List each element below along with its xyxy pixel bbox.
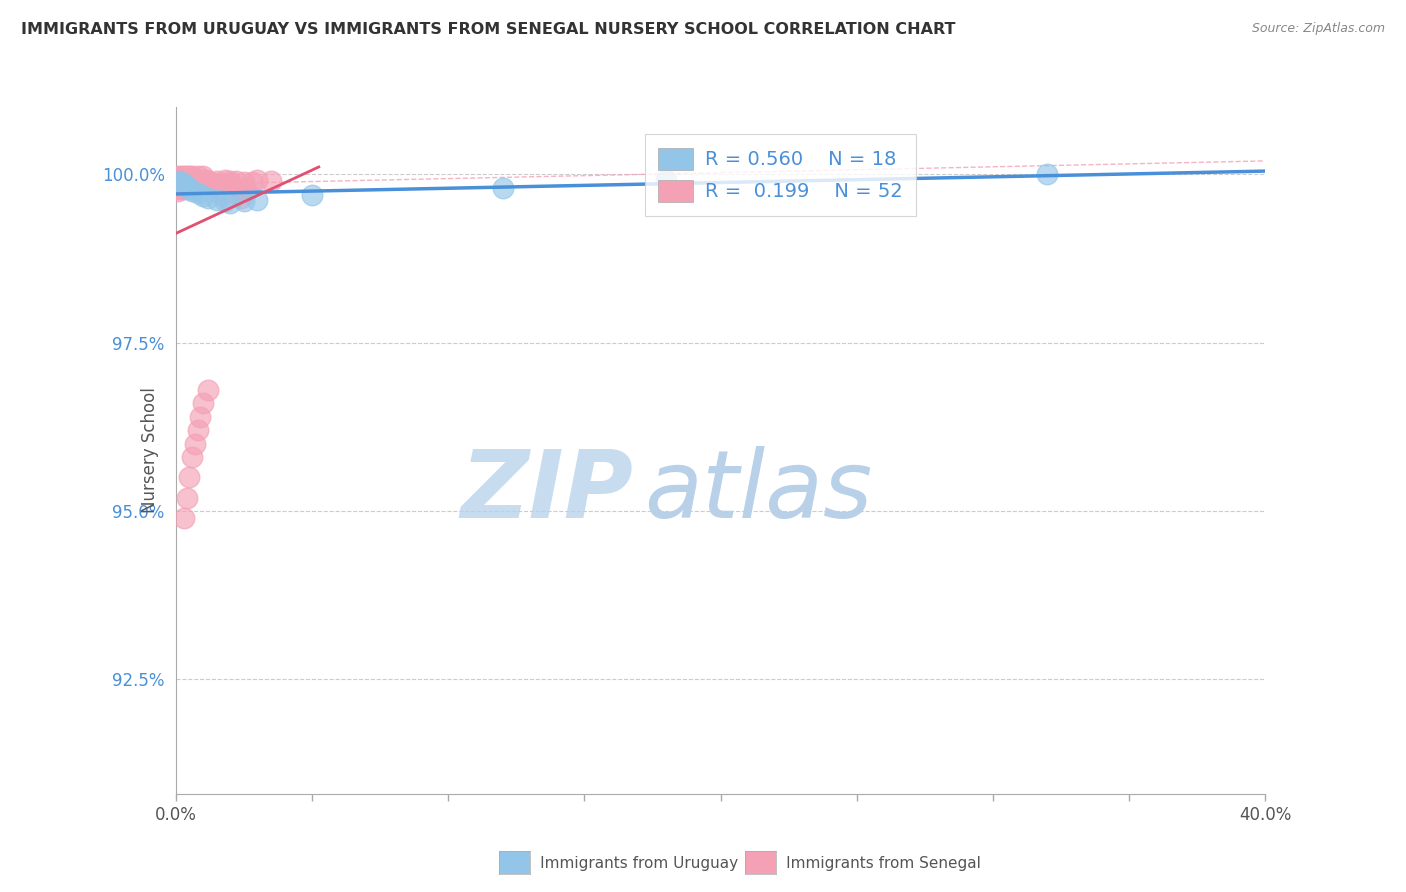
Point [173,182,195,196]
Point [235,184,257,198]
Point [167,176,190,190]
Point [208,178,231,192]
Point [202,179,225,194]
Point [167,179,190,194]
Point [176,178,198,192]
Legend: R = 0.560    N = 18, R =  0.199    N = 52: R = 0.560 N = 18, R = 0.199 N = 52 [645,134,917,216]
Point [188,176,211,190]
Point [179,178,201,192]
Point [170,178,193,192]
Point [222,179,245,194]
Text: ZIP: ZIP [461,446,633,538]
Point [170,174,193,188]
Point [179,173,201,187]
Point [181,184,204,198]
Point [246,173,269,187]
Point [219,174,242,188]
Point [231,191,253,205]
Point [167,178,190,192]
Point [214,173,236,187]
Text: IMMIGRANTS FROM URUGUAY VS IMMIGRANTS FROM SENEGAL NURSERY SCHOOL CORRELATION CH: IMMIGRANTS FROM URUGUAY VS IMMIGRANTS FR… [21,22,956,37]
Point [167,174,190,188]
Point [219,195,242,210]
Point [214,194,236,209]
Point [170,169,193,183]
Point [184,173,207,187]
Point [179,182,201,196]
Point [492,181,515,195]
Point [186,174,209,188]
Point [205,174,228,188]
Point [1036,167,1059,181]
Point [186,423,209,437]
Point [167,174,190,188]
Point [191,396,214,410]
Text: Immigrants from Senegal: Immigrants from Senegal [752,856,981,871]
Point [232,176,254,190]
Point [228,182,250,196]
Point [186,169,209,183]
Point [173,170,195,185]
Point [240,176,263,190]
Point [217,178,239,192]
Point [181,450,204,465]
Point [301,187,323,202]
Point [176,179,198,194]
Point [211,187,233,202]
Point [191,169,214,183]
Point [173,178,195,192]
Point [167,184,190,198]
Point [173,510,195,524]
Point [167,169,190,183]
Point [200,176,222,190]
Text: Immigrants from Uruguay: Immigrants from Uruguay [506,856,738,871]
Point [260,174,283,188]
Point [176,173,198,187]
Point [176,169,198,183]
Point [170,170,193,185]
Point [173,176,195,190]
Point [179,470,201,484]
Point [184,436,207,450]
Point [181,174,204,188]
Point [188,409,211,424]
Point [191,189,214,203]
Point [167,182,190,196]
Text: atlas: atlas [644,446,873,537]
Point [173,178,195,192]
Point [176,491,198,505]
Point [232,194,254,209]
Point [225,174,247,188]
Point [173,173,195,187]
Point [197,174,219,188]
Point [205,193,228,207]
Point [167,170,190,185]
Point [655,173,678,187]
Point [197,383,219,397]
Point [170,181,193,195]
Point [173,169,195,183]
Point [181,169,204,183]
Text: Source: ZipAtlas.com: Source: ZipAtlas.com [1251,22,1385,36]
Point [167,173,190,187]
Point [179,169,201,183]
Y-axis label: Nursery School: Nursery School [141,387,159,514]
Point [186,186,209,201]
Point [197,191,219,205]
Point [170,176,193,190]
Point [246,193,269,207]
Point [194,173,217,187]
